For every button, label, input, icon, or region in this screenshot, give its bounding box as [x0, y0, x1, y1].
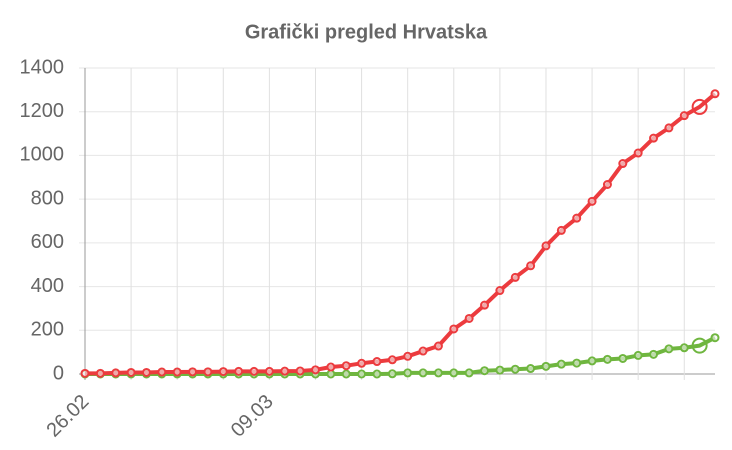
data-point	[295, 366, 305, 376]
data-point	[418, 368, 428, 378]
y-tick-label: 0	[53, 362, 64, 384]
data-point	[203, 367, 213, 377]
data-point	[526, 261, 536, 271]
data-point	[141, 367, 151, 377]
x-tick-label: 26.02	[42, 391, 93, 442]
data-point	[710, 89, 720, 99]
data-point	[341, 361, 351, 371]
data-point	[387, 355, 397, 365]
y-tick-label: 600	[31, 231, 64, 253]
y-tick-label: 1000	[20, 144, 65, 166]
data-point	[602, 179, 612, 189]
data-point	[449, 368, 459, 378]
data-point	[587, 196, 597, 206]
data-point	[618, 159, 628, 169]
data-point	[372, 357, 382, 367]
data-point	[691, 98, 708, 115]
data-point	[679, 343, 689, 353]
data-point	[572, 213, 582, 223]
data-point	[541, 241, 551, 251]
data-point	[556, 359, 566, 369]
data-point	[326, 362, 336, 372]
y-tick-label: 1400	[20, 56, 65, 78]
x-tick-label: 09.03	[227, 391, 278, 442]
data-point	[541, 361, 551, 371]
data-point	[95, 368, 105, 378]
data-point	[372, 369, 382, 379]
data-point	[664, 123, 674, 133]
data-point	[633, 350, 643, 360]
data-point	[526, 364, 536, 374]
data-point	[649, 133, 659, 143]
data-point	[326, 369, 336, 379]
data-point	[633, 148, 643, 158]
data-point	[664, 344, 674, 354]
series-line	[85, 92, 717, 376]
data-point	[357, 358, 367, 368]
data-point	[357, 369, 367, 379]
y-tick-label: 1200	[20, 100, 65, 122]
data-point	[341, 369, 351, 379]
data-point	[556, 225, 566, 235]
data-point	[111, 368, 121, 378]
data-point	[495, 286, 505, 296]
data-point	[80, 368, 90, 378]
data-point	[218, 367, 228, 377]
data-point	[126, 367, 136, 377]
data-point	[710, 333, 720, 343]
data-point	[449, 324, 459, 334]
data-point	[310, 365, 320, 375]
data-point	[403, 351, 413, 361]
data-point	[264, 366, 274, 376]
data-point	[480, 366, 490, 376]
chart-title: Grafički pregled Hrvatska	[245, 21, 488, 43]
data-point	[433, 368, 443, 378]
data-point	[249, 366, 259, 376]
y-tick-label: 800	[31, 187, 64, 209]
data-point	[510, 364, 520, 374]
data-point	[188, 367, 198, 377]
y-tick-label: 200	[31, 319, 64, 341]
data-point	[234, 366, 244, 376]
data-point	[464, 313, 474, 323]
data-point	[464, 368, 474, 378]
data-point	[387, 369, 397, 379]
data-point	[572, 358, 582, 368]
data-point	[587, 356, 597, 366]
data-point	[172, 367, 182, 377]
data-point	[510, 272, 520, 282]
data-point	[418, 346, 428, 356]
data-point	[691, 337, 708, 354]
data-point	[433, 341, 443, 351]
data-point	[403, 368, 413, 378]
data-point	[649, 349, 659, 359]
data-point	[602, 354, 612, 364]
data-point	[157, 367, 167, 377]
data-point	[618, 353, 628, 363]
data-point	[679, 111, 689, 121]
y-tick-label: 400	[31, 275, 64, 297]
data-point	[480, 300, 490, 310]
data-point	[495, 365, 505, 375]
data-point	[280, 366, 290, 376]
